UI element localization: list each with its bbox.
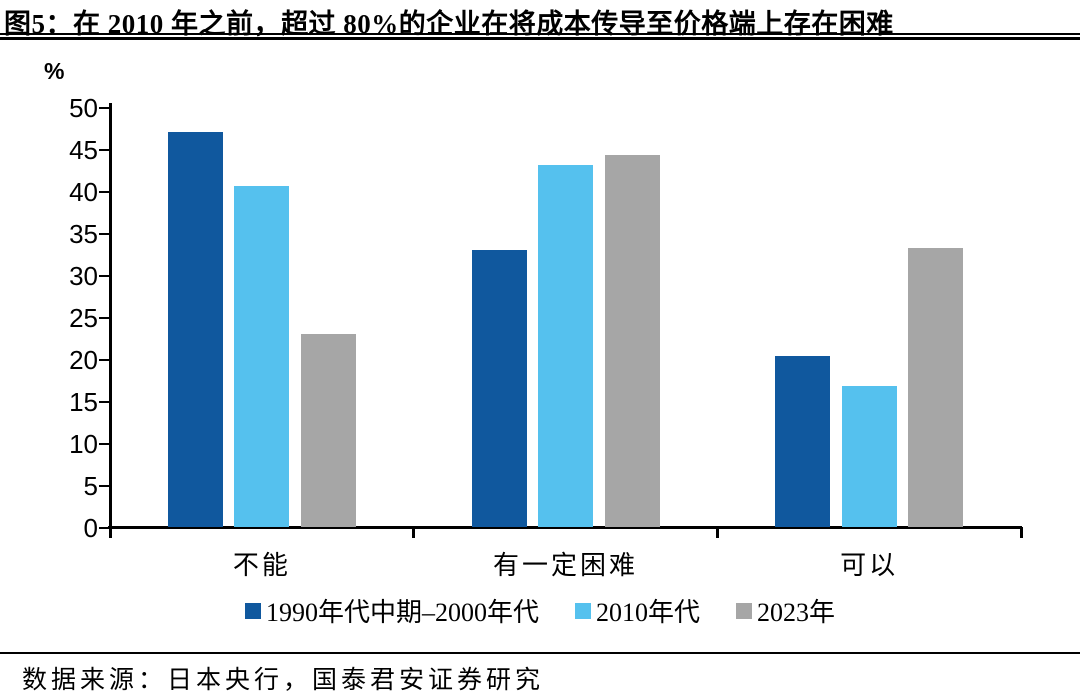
y-tick-35 bbox=[99, 233, 110, 235]
bar-series3-不能 bbox=[300, 333, 356, 527]
category-label-不能: 不能 bbox=[232, 551, 291, 580]
x-tick-0 bbox=[108, 527, 112, 538]
y-tick-label-10: 10 bbox=[69, 429, 98, 459]
y-tick-40 bbox=[99, 191, 110, 193]
legend-swatch-1 bbox=[244, 602, 261, 619]
bar-series3-可以 bbox=[908, 248, 964, 527]
legend-label-1: 1990年代中期–2000年代 bbox=[265, 598, 539, 627]
y-tick-15 bbox=[99, 401, 110, 403]
title-rule-thick bbox=[0, 37, 1080, 40]
legend-item-2: 2010年代 bbox=[574, 592, 700, 629]
legend-item-1: 1990年代中期–2000年代 bbox=[244, 592, 539, 629]
bar-series1-不能 bbox=[167, 132, 223, 527]
y-tick-30 bbox=[99, 275, 110, 277]
y-tick-25 bbox=[99, 317, 110, 319]
x-tick-2 bbox=[715, 527, 719, 538]
legend-label-3: 2023年 bbox=[757, 598, 836, 627]
y-tick-label-5: 5 bbox=[83, 471, 98, 501]
source-rule bbox=[0, 652, 1080, 654]
y-tick-label-25: 25 bbox=[69, 303, 98, 333]
bar-series1-有一定困难 bbox=[471, 249, 527, 527]
y-tick-label-40: 40 bbox=[69, 177, 98, 207]
legend-item-3: 2023年 bbox=[736, 592, 835, 629]
y-tick-0 bbox=[99, 527, 110, 529]
y-tick-label-45: 45 bbox=[69, 135, 98, 165]
x-tick-3 bbox=[1019, 527, 1023, 538]
x-axis-line bbox=[108, 526, 1022, 529]
y-tick-label-15: 15 bbox=[69, 387, 98, 417]
y-axis-line bbox=[109, 103, 112, 529]
y-tick-label-30: 30 bbox=[69, 261, 98, 291]
bar-series1-可以 bbox=[775, 356, 831, 527]
y-tick-5 bbox=[99, 485, 110, 487]
chart-legend: 1990年代中期–2000年代 2010年代 2023年 bbox=[0, 592, 1080, 629]
legend-swatch-2 bbox=[574, 602, 591, 619]
figure-title: 图5：在 2010 年之前，超过 80%的企业在将成本传导至价格端上存在困难 bbox=[4, 9, 894, 39]
y-axis-unit-label: % bbox=[44, 58, 65, 84]
y-tick-20 bbox=[99, 359, 110, 361]
source-note: 数据来源：日本央行，国泰君安证券研究 bbox=[22, 667, 545, 694]
legend-swatch-3 bbox=[736, 602, 752, 619]
y-tick-label-20: 20 bbox=[69, 345, 98, 375]
y-tick-10 bbox=[99, 443, 110, 445]
legend-label-2: 2010年代 bbox=[595, 598, 700, 627]
y-tick-50 bbox=[99, 107, 110, 109]
bar-series2-可以 bbox=[841, 385, 897, 527]
bar-series2-有一定困难 bbox=[538, 164, 593, 527]
y-tick-label-35: 35 bbox=[69, 219, 98, 249]
category-label-可以: 可以 bbox=[840, 551, 899, 580]
title-rule-thin bbox=[0, 33, 1080, 35]
bar-series2-不能 bbox=[234, 185, 290, 527]
y-tick-label-0: 0 bbox=[83, 513, 98, 543]
y-tick-45 bbox=[99, 149, 110, 151]
category-label-有一定困难: 有一定困难 bbox=[492, 551, 638, 580]
y-tick-label-50: 50 bbox=[69, 93, 98, 123]
bar-series3-有一定困难 bbox=[604, 154, 660, 527]
x-tick-1 bbox=[412, 527, 416, 538]
